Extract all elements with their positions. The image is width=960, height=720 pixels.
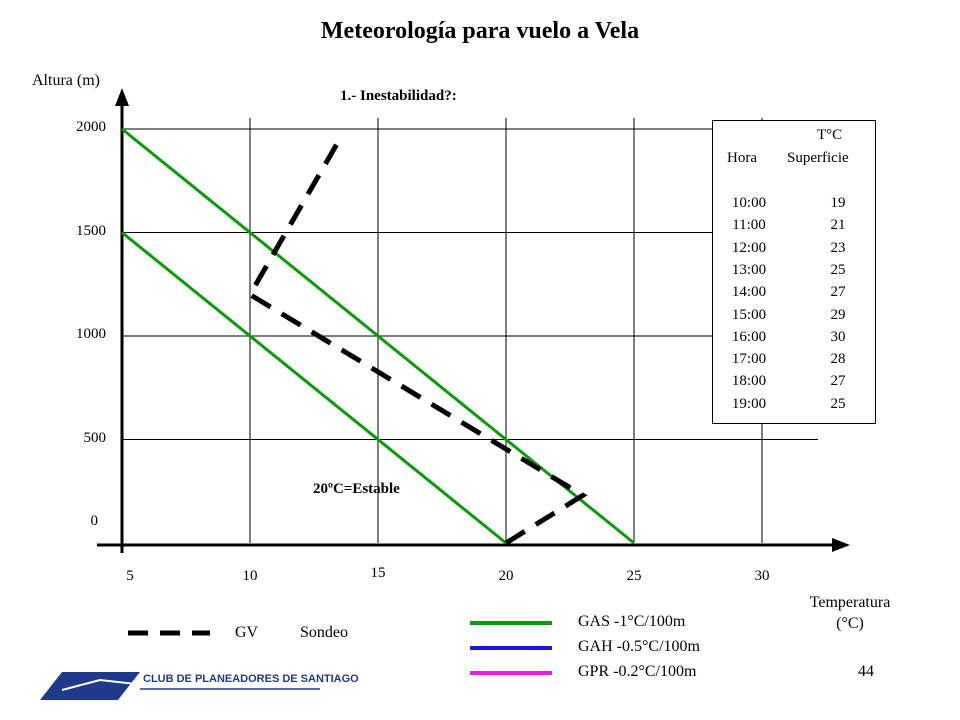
table-cell-hora: 17:00 [731, 351, 767, 368]
x-axis-arrow [832, 538, 850, 552]
y-tick-label: 0 [90, 513, 99, 529]
table-cell-temp: 30 [830, 328, 846, 345]
series-line-1 [121, 231, 507, 545]
table-cell-temp: 19 [830, 195, 846, 211]
x-tick-label: 25 [626, 568, 642, 584]
y-tick-label: 1500 [76, 222, 106, 239]
page-number: 44 [858, 663, 874, 680]
table-cell-hora: 16:00 [731, 328, 767, 345]
table-cell-temp: 28 [830, 351, 846, 368]
logo-text: CLUB DE PLANEADORES DE SANTIAGO [143, 673, 359, 685]
table-cell-hora: 12:00 [731, 239, 767, 256]
y-axis-arrow [115, 88, 129, 106]
table-cell-hora: 13:00 [731, 261, 767, 278]
legend-item-gah: GAH -0.5°C/100m [578, 638, 700, 655]
table-cell-hora: 18:00 [731, 373, 767, 390]
page-title: Meteorología para vuelo a Vela [320, 18, 640, 44]
table-cell-hora: 11:00 [732, 217, 766, 234]
x-tick-label: 15 [370, 565, 386, 581]
x-tick-label: 5 [126, 568, 134, 584]
table-cell-temp: 21 [830, 217, 846, 234]
x-axis-label-line1: Temperatura [809, 594, 891, 611]
x-tick-label: 30 [754, 568, 770, 584]
y-tick-label: 500 [83, 429, 107, 446]
table-cell-temp: 25 [830, 395, 846, 412]
table-header-temp-line2: Superficie [787, 150, 849, 166]
temperature-table: T°C Hora Superficie 10:00 19 11:00 21 12:00 2… [712, 120, 876, 424]
y-tick-label: 2000 [76, 119, 106, 135]
table-cell-hora: 10:00 [731, 195, 767, 211]
chart-title: 1.- Inestabilidad?: [340, 88, 457, 104]
x-tick-label: 20 [498, 568, 514, 584]
chart-annotation: 20ºC=Estable [313, 481, 400, 497]
table-cell-temp: 25 [830, 261, 846, 278]
y-axis-label: Altura (m) [32, 72, 100, 89]
table-cell-temp: 23 [830, 239, 846, 256]
legend-gv: GV [235, 624, 259, 641]
table-cell-temp: 27 [830, 284, 846, 301]
x-axis-label-line2: (°C) [836, 615, 864, 632]
table-cell-temp: 27 [830, 373, 846, 390]
y-tick-label: 1000 [76, 326, 106, 342]
x-tick-label: 10 [242, 568, 258, 584]
legend-item-gpr: GPR -0.2°C/100m [578, 663, 697, 680]
series-line-2 [246, 138, 588, 546]
table-cell-hora: 19:00 [731, 395, 767, 412]
table-cell-hora: 14:00 [731, 284, 767, 301]
table-cell-hora: 15:00 [731, 306, 767, 323]
legend-item-gas: GAS -1°C/100m [578, 613, 686, 630]
x-axis-label: Temperatura (°C) [790, 592, 910, 634]
legend-sondeo: Sondeo [300, 624, 348, 641]
table-header-temp-line1: T°C [817, 127, 843, 143]
series-line-0 [121, 127, 635, 545]
table-header-hora: Hora [727, 150, 757, 166]
table-cell-temp: 29 [830, 306, 846, 323]
